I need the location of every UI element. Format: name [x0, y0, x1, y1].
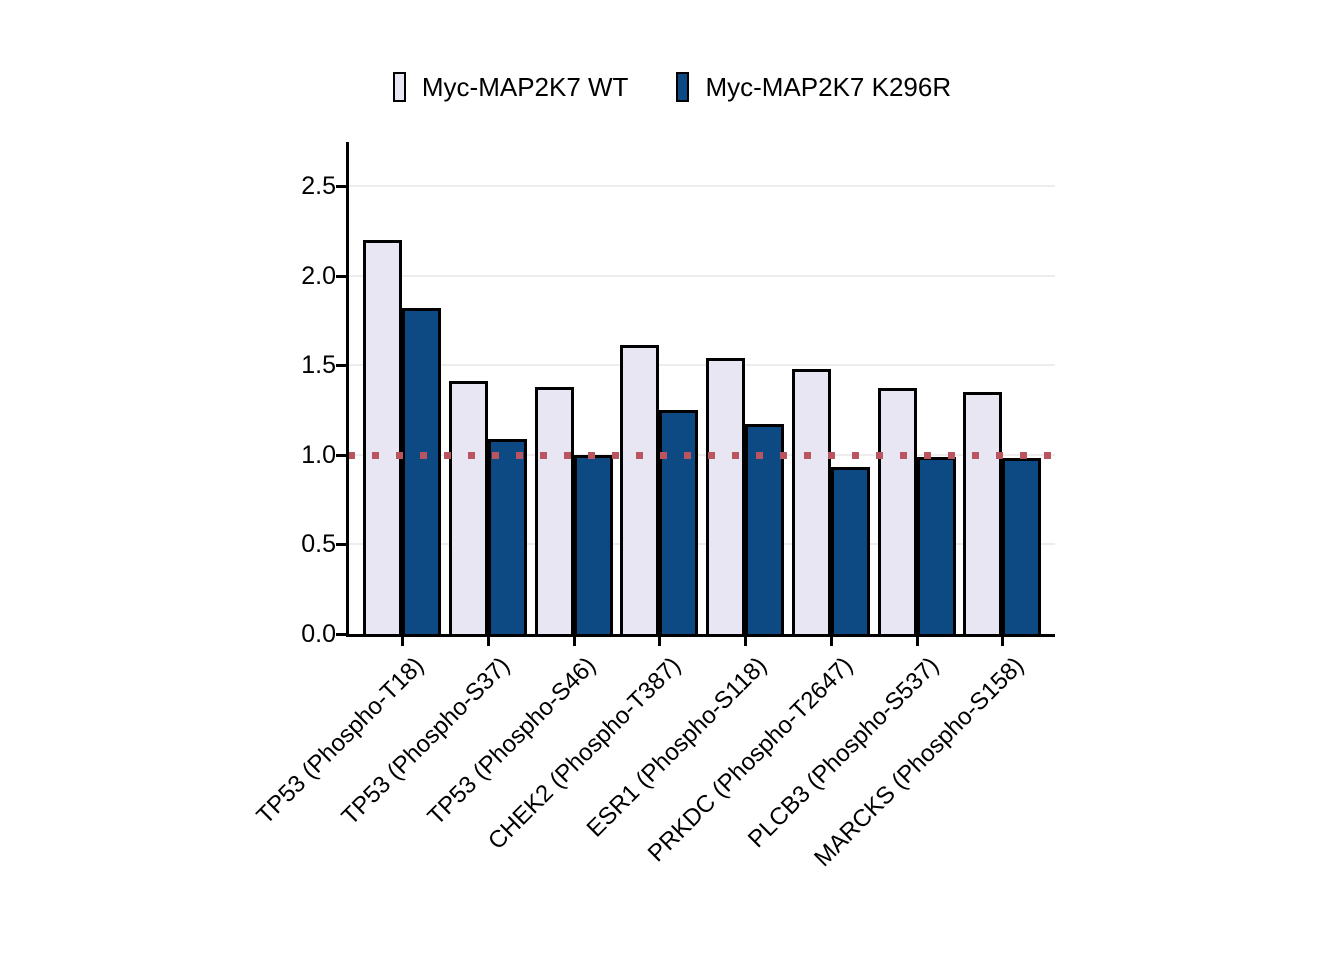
- legend-label-k296r: Myc-MAP2K7 K296R: [705, 72, 952, 102]
- y-tick-mark: [336, 364, 346, 367]
- x-category-label: TP53 (Phospho-T18): [251, 652, 430, 830]
- x-axis-line: [346, 634, 1055, 637]
- y-tick-mark: [336, 185, 346, 188]
- y-axis-tick-label: 2.0: [301, 262, 336, 290]
- legend-label-wt: Myc-MAP2K7 WT: [421, 72, 629, 102]
- bar: [449, 381, 488, 636]
- x-tick-mark: [573, 635, 576, 646]
- reference-line: [348, 452, 1055, 459]
- y-axis-tick-label: 2.5: [301, 172, 336, 200]
- legend-swatch-k296r: [676, 72, 690, 102]
- legend-swatch-wt: [392, 72, 406, 102]
- bar: [574, 455, 613, 636]
- gridline: [346, 543, 1055, 545]
- y-tick-mark: [336, 454, 346, 457]
- x-tick-mark: [401, 635, 404, 646]
- legend-item-wt: Myc-MAP2K7 WT: [392, 72, 629, 102]
- gridline: [346, 275, 1055, 277]
- bar: [878, 388, 917, 636]
- legend: Myc-MAP2K7 WT Myc-MAP2K7 K296R: [0, 72, 1344, 102]
- bar: [917, 457, 956, 636]
- bar: [1002, 458, 1041, 636]
- x-tick-mark: [1001, 635, 1004, 646]
- bar: [792, 369, 831, 636]
- x-tick-mark: [916, 635, 919, 646]
- y-tick-mark: [336, 543, 346, 546]
- y-axis-line: [346, 142, 349, 637]
- y-tick-mark: [336, 633, 346, 636]
- bar: [745, 424, 784, 636]
- gridline: [346, 364, 1055, 366]
- y-tick-mark: [336, 275, 346, 278]
- bar: [488, 439, 527, 636]
- y-axis-tick-label: 1.5: [301, 351, 336, 379]
- y-axis-tick-label: 0.5: [301, 530, 336, 558]
- legend-item-k296r: Myc-MAP2K7 K296R: [676, 72, 951, 102]
- gridline: [346, 185, 1055, 187]
- bar: [831, 467, 870, 636]
- x-tick-mark: [487, 635, 490, 646]
- x-tick-mark: [744, 635, 747, 646]
- y-axis-tick-label: 1.0: [301, 441, 336, 469]
- bar: [706, 358, 745, 636]
- bar: [659, 410, 698, 636]
- x-tick-mark: [658, 635, 661, 646]
- bar: [363, 240, 402, 636]
- bar: [963, 392, 1002, 636]
- y-axis-tick-label: 0.0: [301, 620, 336, 648]
- bar: [620, 345, 659, 636]
- bar: [402, 308, 441, 636]
- bar: [535, 387, 574, 636]
- x-tick-mark: [830, 635, 833, 646]
